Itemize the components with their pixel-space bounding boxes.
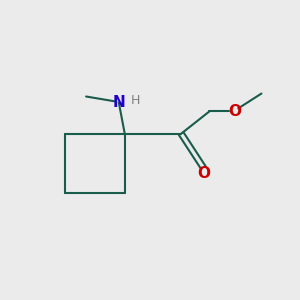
Text: H: H bbox=[130, 94, 140, 106]
Text: O: O bbox=[228, 104, 241, 119]
Text: O: O bbox=[197, 166, 210, 181]
Text: N: N bbox=[112, 95, 125, 110]
